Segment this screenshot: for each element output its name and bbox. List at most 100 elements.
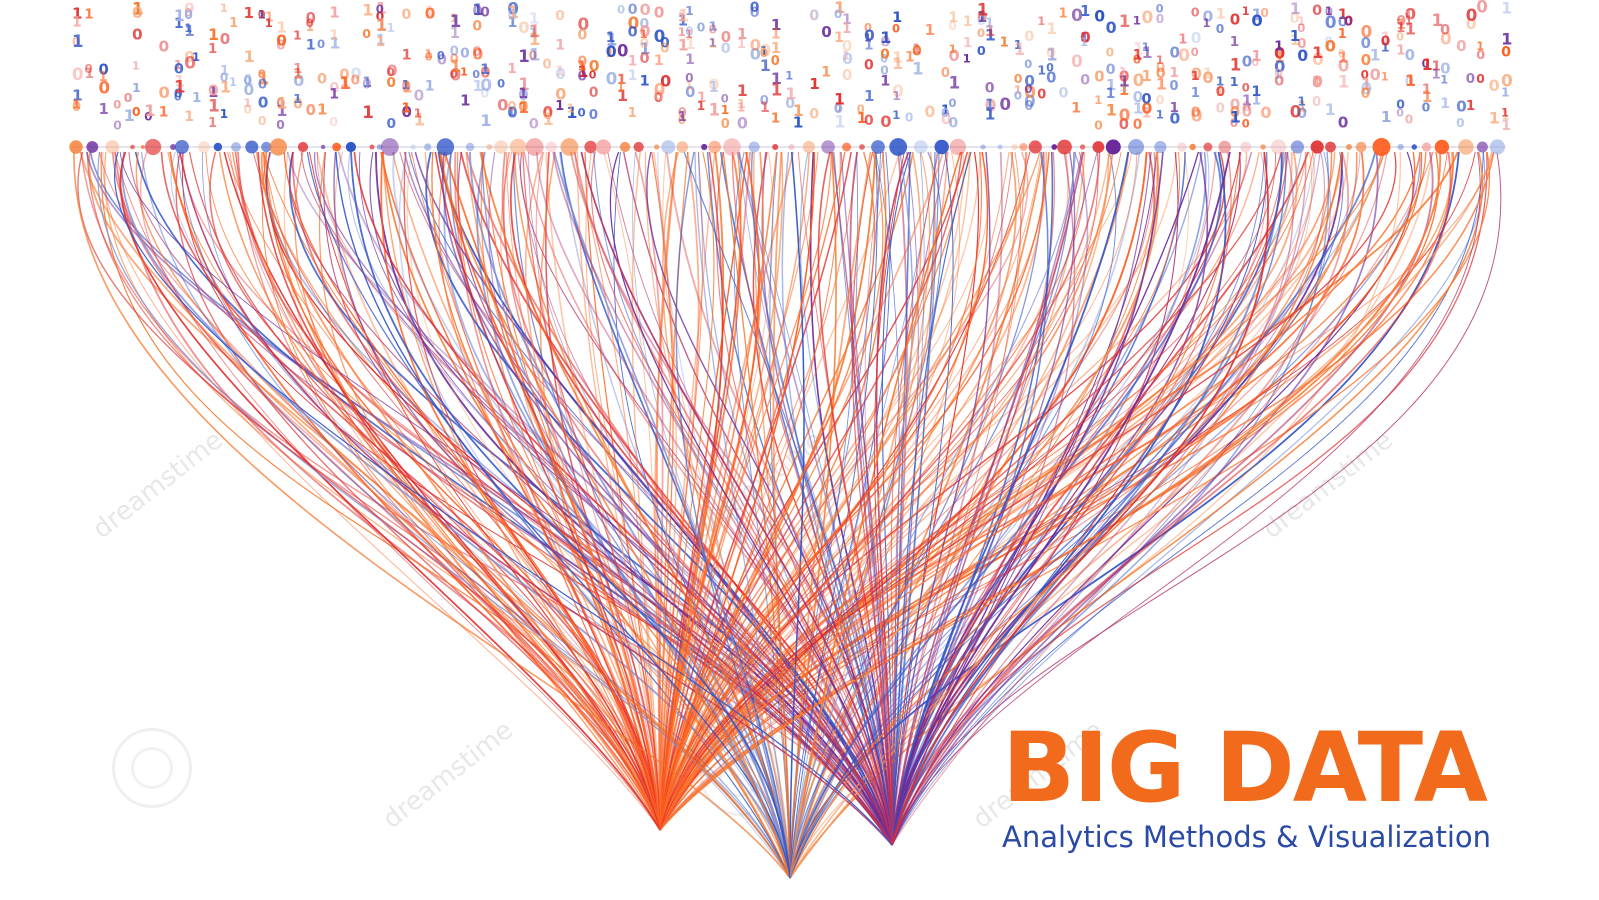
binary-digit: 1 xyxy=(1203,65,1213,83)
data-curve xyxy=(536,151,893,846)
binary-digit: 0 xyxy=(606,42,617,61)
binary-digit: 0 xyxy=(543,106,553,123)
binary-digit: 0 xyxy=(1274,65,1283,80)
binary-digit: 0 xyxy=(402,7,412,23)
binary-digit: 1 xyxy=(1440,96,1450,112)
binary-digit: 1 xyxy=(1489,108,1500,127)
binary-digit: 1 xyxy=(1216,74,1224,88)
node-dot xyxy=(1325,141,1336,153)
binary-digit: 1 xyxy=(402,77,413,96)
binary-digit: 0 xyxy=(1456,116,1464,130)
node-dot xyxy=(633,141,644,153)
binary-digit: 1 xyxy=(258,8,266,22)
binary-digit: 0 xyxy=(842,49,853,68)
binary-digit: 0 xyxy=(941,110,952,128)
binary-digit: 1 xyxy=(949,10,959,26)
binary-digit: 0 xyxy=(977,14,986,29)
binary-digit: 1 xyxy=(1361,75,1372,94)
binary-digit: 0 xyxy=(450,44,459,59)
data-curve xyxy=(659,151,1349,831)
binary-digit: 1 xyxy=(606,30,616,46)
data-curve xyxy=(659,151,1133,831)
binary-digit: 0 xyxy=(1230,116,1238,130)
binary-digit: 1 xyxy=(1191,69,1200,84)
binary-digit: 1 xyxy=(834,91,845,109)
binary-digit: 0 xyxy=(208,82,219,100)
binary-digit: 1 xyxy=(771,81,782,100)
binary-digit: 0 xyxy=(306,101,316,119)
binary-digit: 0 xyxy=(1142,8,1154,28)
binary-digit: 1 xyxy=(184,21,192,35)
data-curve xyxy=(323,151,893,846)
binary-digit: 0 xyxy=(1024,92,1035,111)
data-curve xyxy=(659,151,1397,831)
binary-digit: 0 xyxy=(1106,62,1116,78)
binary-digit: 1 xyxy=(737,81,748,100)
binary-digit: 0 xyxy=(1325,37,1336,56)
binary-digit: 0 xyxy=(785,96,795,112)
binary-digit: 1 xyxy=(1230,107,1241,126)
binary-digit: 0 xyxy=(721,92,729,106)
binary-digit: 0 xyxy=(1361,79,1372,98)
node-dot xyxy=(130,144,135,150)
binary-digit: 1 xyxy=(450,56,462,76)
binary-digit: 1 xyxy=(1014,83,1022,97)
node-dot xyxy=(980,144,986,150)
binary-digit: 1 xyxy=(1142,105,1152,121)
binary-digit: 1 xyxy=(339,74,349,90)
binary-digit: 1 xyxy=(480,111,491,130)
data-curve xyxy=(659,151,1046,831)
binary-digit: 1 xyxy=(1119,80,1127,94)
node-dot xyxy=(86,141,99,153)
binary-digit: 0 xyxy=(864,113,874,129)
binary-digit: 1 xyxy=(640,27,648,41)
data-curve xyxy=(849,151,893,846)
binary-digit: 1 xyxy=(293,92,302,107)
node-dot xyxy=(1057,139,1072,155)
binary-digit: 0 xyxy=(654,90,663,106)
binary-digit: 0 xyxy=(1325,12,1337,32)
node-dot xyxy=(332,142,341,152)
data-curve xyxy=(659,151,1155,831)
data-curve xyxy=(789,151,1210,879)
data-curve xyxy=(488,151,893,846)
binary-digit: 1 xyxy=(678,7,690,26)
binary-digit: 1 xyxy=(208,116,217,131)
binary-digit: 0 xyxy=(507,105,517,122)
binary-digit: 1 xyxy=(678,11,686,24)
binary-digit: 0 xyxy=(1014,71,1023,86)
node-dot xyxy=(545,141,557,153)
binary-digit: 0 xyxy=(460,46,470,62)
binary-digit: 1 xyxy=(329,87,339,103)
binary-digit: 1 xyxy=(640,73,650,90)
binary-digit: 0 xyxy=(578,106,586,120)
binary-digit: 1 xyxy=(72,32,84,51)
binary-digit: 0 xyxy=(1191,45,1199,59)
binary-digit: 0 xyxy=(1338,15,1348,31)
data-curve xyxy=(659,151,1440,831)
data-curve xyxy=(659,151,1028,831)
binary-digit: 0 xyxy=(640,17,650,33)
binary-digit: 0 xyxy=(949,46,960,65)
data-curve xyxy=(659,151,724,831)
binary-digit: 1 xyxy=(276,101,287,120)
binary-digit: 1 xyxy=(1405,20,1416,39)
data-curve xyxy=(772,151,791,879)
title-block: BIG DATA Analytics Methods & Visualizati… xyxy=(1002,718,1562,854)
binary-digit: 1 xyxy=(518,86,528,102)
binary-digit: 0 xyxy=(543,57,552,72)
binary-digit: 0 xyxy=(737,114,748,133)
binary-digit: 0 xyxy=(1203,8,1214,26)
binary-digit: 0 xyxy=(1344,15,1352,29)
node-dot xyxy=(701,143,708,151)
binary-digit: 0 xyxy=(809,106,819,122)
binary-digit: 0 xyxy=(555,65,566,83)
binary-digit: 1 xyxy=(1080,36,1088,49)
binary-digit: 0 xyxy=(880,112,891,131)
binary-digit: 0 xyxy=(1361,51,1372,69)
binary-digit: 1 xyxy=(174,58,182,72)
binary-digit: 1 xyxy=(306,36,316,53)
binary-digit: 1 xyxy=(892,10,902,26)
data-curve xyxy=(659,151,1494,831)
binary-digit: 1 xyxy=(72,87,83,105)
